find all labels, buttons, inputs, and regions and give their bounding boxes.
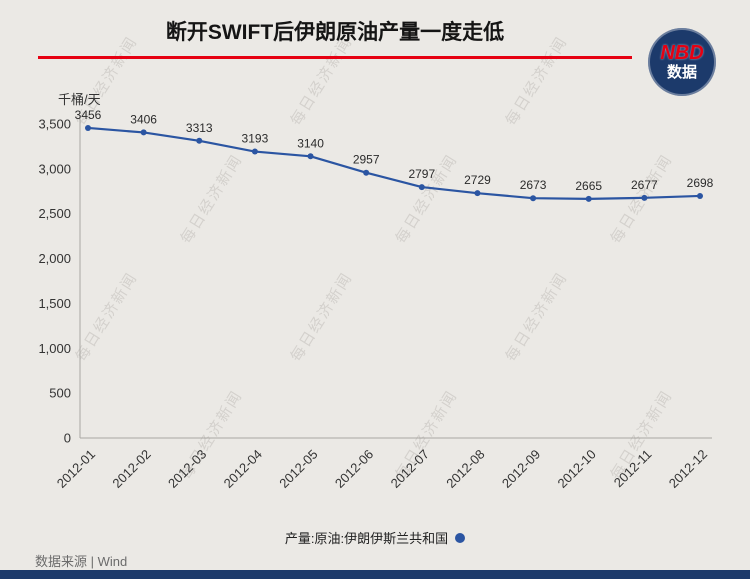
svg-text:2673: 2673 [520,178,547,192]
data-source: 数据来源 | Wind [35,554,128,569]
svg-text:3193: 3193 [242,132,269,146]
svg-text:3313: 3313 [186,121,213,135]
svg-text:千桶/天: 千桶/天 [58,92,101,107]
svg-text:2012-07: 2012-07 [388,447,432,491]
svg-text:2012-08: 2012-08 [443,447,487,491]
legend-label: 产量:原油:伊朗伊斯兰共和国 [284,531,449,546]
svg-text:2665: 2665 [575,179,602,193]
svg-text:0: 0 [64,431,71,446]
legend-marker-icon [455,532,466,543]
svg-text:500: 500 [49,386,71,401]
svg-text:3140: 3140 [297,136,324,150]
svg-text:2797: 2797 [408,167,435,181]
footer-bar [0,570,750,579]
svg-text:2957: 2957 [353,153,380,167]
nbd-logo-text: NBD [660,41,704,64]
svg-text:2012-12: 2012-12 [666,447,710,491]
nbd-logo: NBD 数据 [648,28,716,96]
svg-text:1,000: 1,000 [38,341,71,356]
svg-text:2012-02: 2012-02 [109,447,153,491]
svg-text:3406: 3406 [130,112,157,126]
legend: 产量:原油:伊朗伊斯兰共和国 [0,528,750,547]
svg-text:3,000: 3,000 [38,161,71,176]
svg-text:2012-03: 2012-03 [165,447,209,491]
svg-text:2012-10: 2012-10 [554,447,598,491]
svg-text:2012-11: 2012-11 [611,447,655,491]
chart-title: 断开SWIFT后伊朗原油产量一度走低 [165,21,505,44]
svg-text:2012-04: 2012-04 [221,447,265,491]
svg-text:3456: 3456 [75,108,102,122]
svg-text:3,500: 3,500 [38,117,71,132]
nbd-logo-subtext: 数据 [666,63,697,81]
svg-text:2012-09: 2012-09 [499,447,543,491]
svg-text:2677: 2677 [631,178,658,192]
svg-text:2012-01: 2012-01 [54,447,98,491]
svg-text:2,000: 2,000 [38,251,71,266]
title-underline [38,56,632,59]
svg-text:2012-06: 2012-06 [332,447,376,491]
svg-text:2729: 2729 [464,173,491,187]
svg-text:2698: 2698 [687,176,714,190]
svg-text:1,500: 1,500 [38,296,71,311]
svg-text:2012-05: 2012-05 [276,447,320,491]
svg-text:2,500: 2,500 [38,206,71,221]
